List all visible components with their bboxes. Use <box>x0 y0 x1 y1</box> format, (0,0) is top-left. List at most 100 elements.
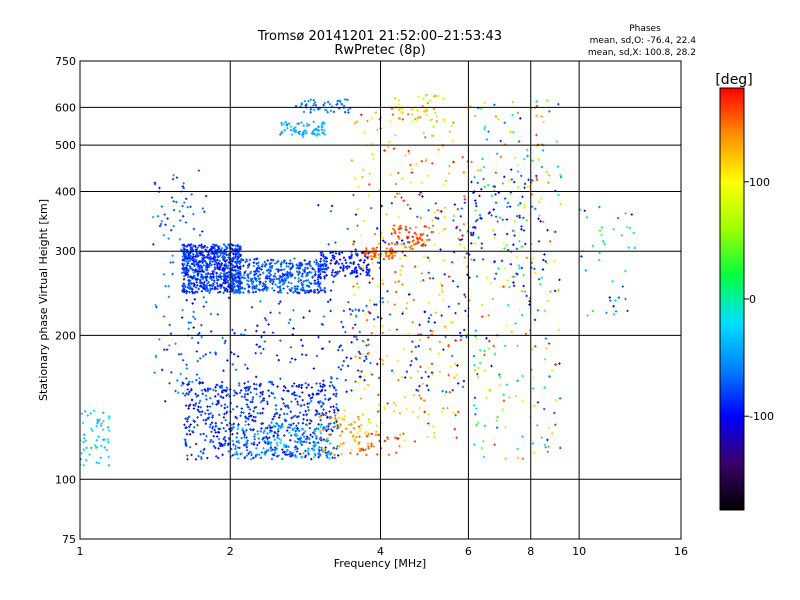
scatter-point <box>620 234 624 237</box>
scatter-point <box>458 331 462 335</box>
scatter-point <box>516 456 520 459</box>
scatter-point <box>456 285 459 288</box>
scatter-point <box>393 195 397 199</box>
scatter-point <box>546 450 549 454</box>
scatter-point <box>105 448 109 452</box>
scatter-point <box>630 213 633 216</box>
scatter-point <box>349 313 353 316</box>
scatter-point <box>235 436 238 439</box>
scatter-point <box>492 208 495 211</box>
scatter-point <box>442 348 445 351</box>
scatter-point <box>267 271 271 275</box>
scatter-point <box>258 267 262 270</box>
scatter-point <box>420 376 423 380</box>
x-tick-label: 6 <box>465 545 472 558</box>
scatter-point <box>86 414 89 417</box>
scatter-point <box>423 240 426 244</box>
scatter-point <box>353 267 357 271</box>
scatter-point <box>170 196 174 199</box>
scatter-point <box>322 265 325 268</box>
scatter-point <box>504 457 507 460</box>
scatter-point <box>293 391 296 394</box>
scatter-point <box>487 130 490 133</box>
scatter-point <box>522 216 525 220</box>
scatter-point <box>368 421 371 424</box>
scatter-point <box>363 359 366 363</box>
scatter-point <box>233 285 237 288</box>
scatter-point <box>212 279 216 282</box>
y-tick-label: 750 <box>55 55 76 68</box>
scatter-point <box>289 125 293 128</box>
scatter-point <box>303 129 306 132</box>
scatter-point <box>308 401 311 405</box>
scatter-point <box>182 182 185 185</box>
scatter-point <box>473 368 477 372</box>
scatter-point <box>349 430 353 434</box>
scatter-point <box>256 411 259 415</box>
scatter-point <box>521 457 525 460</box>
scatter-point <box>203 280 206 284</box>
scatter-point <box>107 415 111 418</box>
scatter-point <box>414 242 417 246</box>
scatter-point <box>321 270 325 273</box>
scatter-point <box>543 253 546 256</box>
scatter-point <box>325 429 328 433</box>
scatter-point <box>257 437 261 440</box>
scatter-point <box>332 110 336 114</box>
scatter-point <box>254 375 258 378</box>
scatter-point <box>251 282 254 286</box>
scatter-point <box>301 391 304 394</box>
scatter-point <box>342 256 346 259</box>
scatter-point <box>614 299 617 302</box>
scatter-point <box>365 246 368 250</box>
scatter-point <box>325 425 329 428</box>
scatter-point <box>407 293 411 296</box>
scatter-point <box>490 194 494 197</box>
scatter-point <box>327 243 330 246</box>
scatter-point <box>213 428 216 432</box>
scatter-point <box>226 288 229 292</box>
scatter-point <box>451 139 455 142</box>
scatter-point <box>464 295 467 299</box>
scatter-point <box>244 260 247 264</box>
scatter-point <box>315 434 318 438</box>
scatter-point <box>463 293 466 296</box>
scatter-point <box>320 389 323 393</box>
scatter-point <box>242 411 245 414</box>
scatter-point <box>415 119 418 122</box>
scatter-point <box>201 410 204 413</box>
scatter-point <box>255 392 258 396</box>
scatter-point <box>326 100 330 104</box>
scatter-point <box>349 451 352 455</box>
scatter-point <box>262 331 266 334</box>
scatter-point <box>242 276 246 280</box>
scatter-point <box>160 368 164 372</box>
scatter-point <box>474 329 478 332</box>
y-tick-label: 400 <box>55 185 76 198</box>
scatter-point <box>263 264 266 268</box>
scatter-point <box>235 405 239 408</box>
scatter-point <box>200 323 203 327</box>
scatter-point <box>535 100 538 103</box>
scatter-point <box>82 440 85 444</box>
scatter-point <box>224 339 227 343</box>
scatter-point <box>170 228 173 232</box>
scatter-point <box>292 422 295 425</box>
scatter-point <box>317 125 320 129</box>
scatter-point <box>320 439 323 442</box>
scatter-point <box>277 430 280 433</box>
scatter-point <box>356 369 360 372</box>
scatter-point <box>246 398 249 402</box>
scatter-point <box>520 266 524 270</box>
scatter-point <box>305 386 308 389</box>
scatter-point <box>234 368 238 371</box>
scatter-point <box>442 97 445 100</box>
scatter-point <box>195 281 199 284</box>
scatter-point <box>275 261 279 264</box>
scatter-point <box>349 272 352 275</box>
scatter-point <box>526 148 529 152</box>
scatter-point <box>215 455 218 458</box>
scatter-point <box>372 445 375 448</box>
scatter-point <box>225 258 229 262</box>
scatter-point <box>329 405 333 409</box>
